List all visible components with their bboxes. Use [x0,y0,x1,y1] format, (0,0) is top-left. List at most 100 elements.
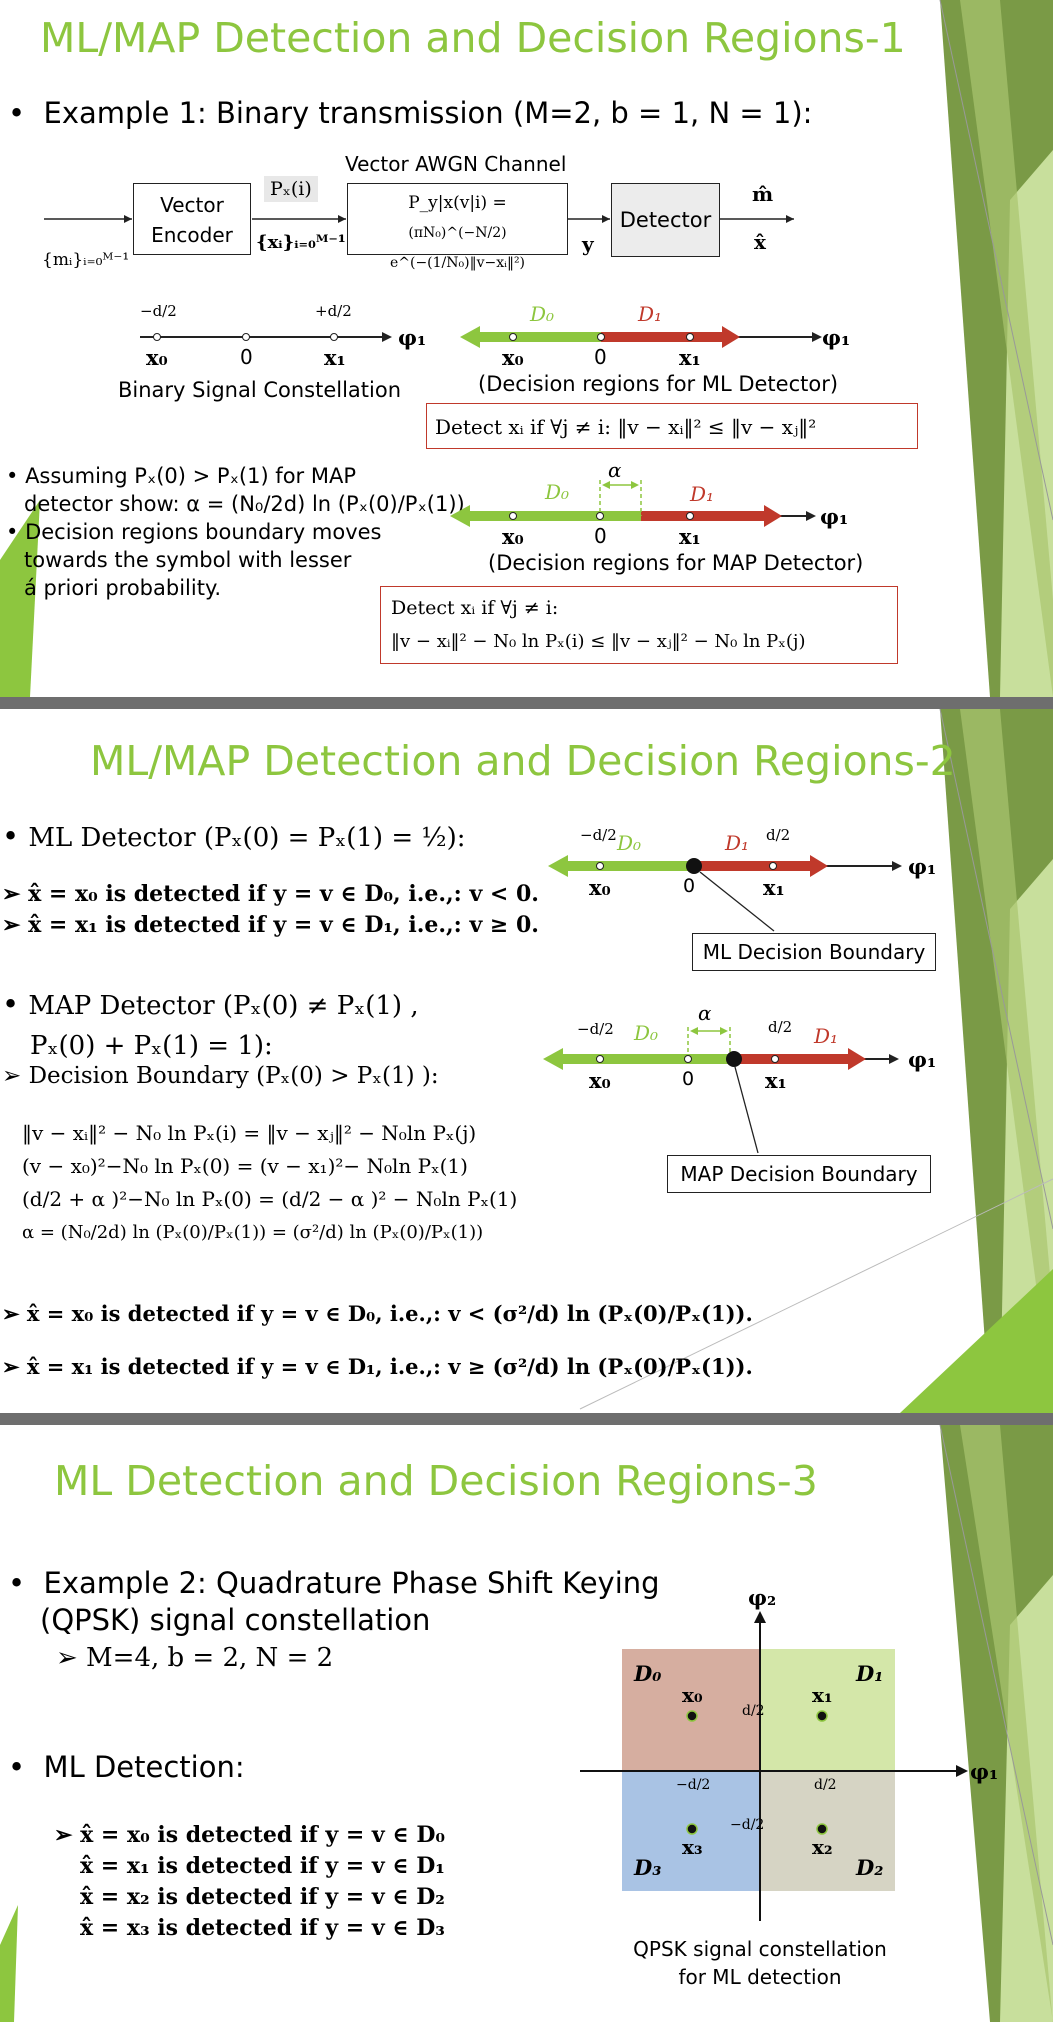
ml-rule-text: Detect xᵢ if ∀j ≠ i: ‖v − xᵢ‖² ≤ ‖v − xⱼ… [435,415,817,439]
constellation-x1: x₁ [324,345,346,370]
map-d1-label: D₁ [814,1024,839,1048]
ml-zero-label: 0 [683,875,696,897]
ml-detector-heading-text: ML Detector (Pₓ(0) = Pₓ(1) = ½): [28,823,466,853]
ml-x1-label: x₁ [763,875,785,900]
list-item: á priori probability. [6,574,471,602]
ml-pos-d2: d/2 [766,826,791,844]
awgn-channel-block: P_y|x(v|i) = (πN₀)^(−N/2) e^(−(1/N₀)‖v−x… [347,183,568,271]
qpsk-x2: x₂ [812,1835,833,1859]
ml-d0-label: D₀ [617,831,642,855]
equation-list: ‖v − xᵢ‖² − N₀ ln Pₓ(i) = ‖v − xⱼ‖² − N₀… [22,1117,517,1249]
map-phi-label: φ₁ [908,1047,937,1072]
ml-regions-axis [460,326,822,348]
qpsk-x3: x₃ [682,1835,703,1859]
constellation-zero: 0 [240,345,253,369]
constellation-neg-d2: −d/2 [140,302,177,320]
channel-formula-line-1: P_y|x(v|i) = [408,193,507,213]
list-item: • Assuming Pₓ(0) > Pₓ(1) for MAP [6,464,357,488]
list-item-text: Decision regions boundary moves [25,520,382,544]
qpsk-rule: ➢ x̂ = x₀ is detected if y = v ∈ D₀ [54,1822,446,1848]
x-hat-label: x̂ [754,230,766,254]
y-label: y [582,232,594,256]
message-set: {mᵢ}ᵢ₌₀ᴹ⁻¹ [42,250,130,270]
qpsk-d2-right: d/2 [814,1777,837,1793]
list-item-text: towards the symbol with lesser [24,548,352,572]
map-detector-heading: • MAP Detector (Pₓ(0) ≠ Pₓ(1) , Pₓ(0) + … [2,987,419,1061]
qpsk-caption-line-1: QPSK signal constellation [633,1937,887,1961]
map-decision-boundary-box: MAP Decision Boundary [667,1155,931,1193]
ml-detector-axis [548,855,902,932]
qpsk-rule: x̂ = x₂ is detected if y = v ∈ D₂ [80,1884,445,1910]
slide-2: ML/MAP Detection and Decision Regions-2 … [0,709,1053,1413]
constellation-x0: x₀ [146,345,168,370]
slide-3: ML Detection and Decision Regions-3 • Ex… [0,1425,1053,2022]
map-x0-label: x₀ [589,1068,611,1093]
list-item: detector show: α = (N₀/2d) ln (Pₓ(0)/Pₓ(… [6,490,471,518]
slide-title: ML/MAP Detection and Decision Regions-2 [90,737,956,785]
ml-caption: (Decision regions for ML Detector) [478,372,839,396]
map-boundary-heading: ➢ Decision Boundary (Pₓ(0) > Pₓ(1) ): [2,1063,439,1089]
qpsk-caption-line-2: for ML detection [678,1965,842,1989]
constellation-caption: Binary Signal Constellation [118,378,402,402]
qpsk-region-d0: D₀ [634,1661,662,1686]
slide-separator-2 [0,1413,1053,1425]
ml-rule-x0: ➢ x̂ = x₀ is detected if y = v ∈ D₀, i.e… [2,881,539,907]
map-decision-boundary-label: MAP Decision Boundary [680,1162,918,1186]
map-rule-line-1: Detect xᵢ if ∀j ≠ i: [391,597,559,619]
ml-d0: D₀ [530,302,555,326]
ml-x0: x₀ [502,345,524,370]
slide-title: ML Detection and Decision Regions-3 [54,1457,818,1505]
ml-detection-text: ML Detection: [43,1750,245,1784]
qpsk-d2-up: d/2 [742,1703,765,1719]
ml-decision-boundary-label: ML Decision Boundary [702,940,926,964]
slide-1: ML/MAP Detection and Decision Regions-1 … [0,0,1053,697]
bullet-example-1: • Example 1: Binary transmission (M=2, b… [8,96,813,130]
list-item: towards the symbol with lesser [6,546,471,574]
map-alpha: α [608,458,622,482]
qpsk-phi2: φ₂ [748,1585,777,1610]
map-zero: 0 [594,524,607,548]
example-2-line-2: (QPSK) signal constellation [40,1603,431,1637]
constellation-pos-d2: +d/2 [315,302,352,320]
map-heading-line-1: MAP Detector (Pₓ(0) ≠ Pₓ(1) , [28,991,419,1021]
channel-label: Vector AWGN Channel [345,152,567,176]
map-caption: (Decision regions for MAP Detector) [488,551,864,575]
qpsk-x1: x₁ [812,1683,833,1707]
corner-decoration [579,709,1053,1413]
map-rule-x0: ➢ x̂ = x₀ is detected if y = v ∈ D₀, i.e… [2,1301,753,1326]
m-hat-label: m̂ [752,182,774,206]
ml-phi: φ₁ [822,325,851,350]
map-alpha-label: α [698,1001,712,1025]
qpsk-neg-d2-down: −d/2 [730,1817,765,1833]
map-d0: D₀ [545,480,570,504]
map-d0-label: D₀ [634,1021,659,1045]
list-item: • Decision regions boundary moves [6,520,382,544]
slide-title: ML/MAP Detection and Decision Regions-1 [40,14,906,62]
list-item-text: á priori probability. [24,576,222,600]
ml-rule-x1: ➢ x̂ = x₁ is detected if y = v ∈ D₁, i.e… [2,912,539,938]
qpsk-phi1: φ₁ [970,1759,999,1784]
corner-decoration [0,1425,1053,2022]
qpsk-rules: ➢ x̂ = x₀ is detected if y = v ∈ D₀ x̂ =… [54,1820,445,1944]
map-x1: x₁ [679,524,701,549]
ml-neg-d2: −d/2 [580,826,617,844]
example-2-line-1: Example 2: Quadrature Phase Shift Keying [43,1566,660,1600]
slide-separator-1 [0,697,1053,709]
list-item-text: detector show: α = (N₀/2d) ln (Pₓ(0)/Pₓ(… [24,492,472,516]
equation-line: (d/2 + α )²−N₀ ln Pₓ(0) = (d/2 − α )² − … [22,1187,518,1211]
detector-label: Detector [619,208,712,232]
px-label: Pₓ(i) [264,176,318,202]
ml-rule-box: Detect xᵢ if ∀j ≠ i: ‖v − xᵢ‖² ≤ ‖v − xⱼ… [426,403,918,449]
ml-x0-label: x₀ [589,875,611,900]
qpsk-rule: x̂ = x₁ is detected if y = v ∈ D₁ [80,1853,445,1879]
qpsk-region-d1: D₁ [856,1661,884,1686]
detector-block: Detector [611,183,720,257]
equation-line: (v − x₀)²−N₀ ln Pₓ(0) = (v − x₁)²− N₀ln … [22,1154,468,1178]
qpsk-params: ➢ M=4, b = 2, N = 2 [56,1643,334,1673]
ml-d1: D₁ [638,302,663,326]
map-rule-x1: ➢ x̂ = x₁ is detected if y = v ∈ D₁, i.e… [2,1354,753,1379]
qpsk-region-d3: D₃ [634,1855,662,1880]
qpsk-rule: x̂ = x₃ is detected if y = v ∈ D₃ [80,1915,445,1941]
map-pos-d2: d/2 [768,1018,793,1036]
ml-x1: x₁ [679,345,701,370]
